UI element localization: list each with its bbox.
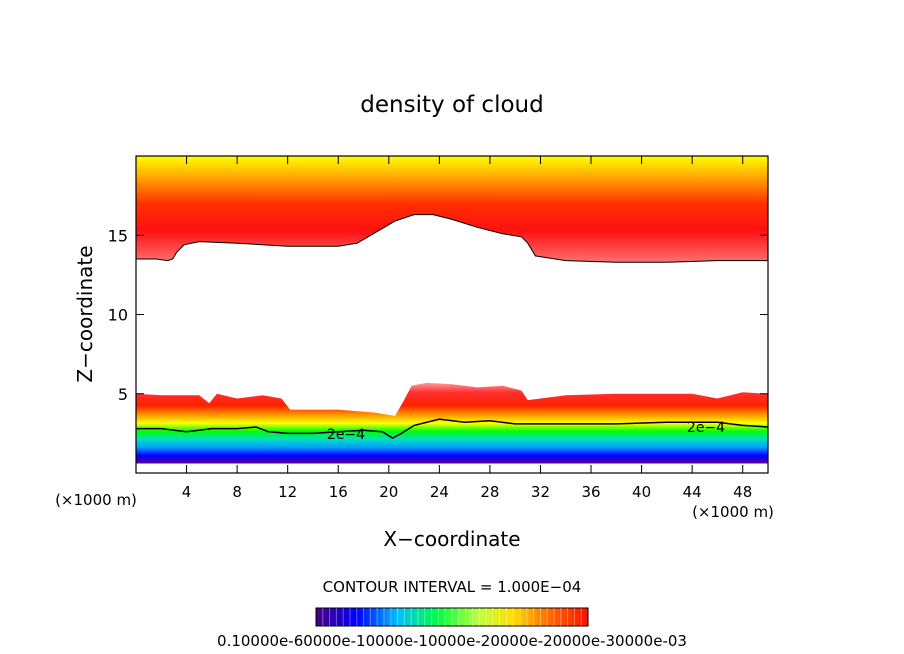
colorbar-tick-labels: 0.10000e-60000e-10000e-10000e-20000e-200… bbox=[217, 632, 687, 650]
x-tick-label: 12 bbox=[278, 483, 297, 501]
x-tick-label: 24 bbox=[430, 483, 449, 501]
lower-cloud-layer bbox=[136, 382, 768, 464]
x-tick-label: 44 bbox=[683, 483, 702, 501]
x-tick-label: 28 bbox=[480, 483, 499, 501]
y-axis-ticks: 5 10 15 bbox=[108, 226, 768, 404]
y-tick-label: 15 bbox=[108, 226, 128, 245]
colorbar-segment-lines bbox=[322, 608, 582, 626]
x-unit-label-left: (×1000 m) bbox=[55, 491, 137, 509]
contour-interval-text: CONTOUR INTERVAL = 1.000E−04 bbox=[323, 578, 582, 596]
y-tick-label: 10 bbox=[108, 306, 128, 325]
x-tick-label: 8 bbox=[232, 483, 242, 501]
colorbar bbox=[315, 607, 589, 627]
x-tick-label: 40 bbox=[632, 483, 651, 501]
contour-label-right: 2e−4 bbox=[687, 420, 725, 436]
contour-label-left: 2e−4 bbox=[327, 427, 365, 443]
x-tick-label: 20 bbox=[379, 483, 398, 501]
x-axis-ticks: 4 8 12 16 20 24 28 32 36 40 44 48 bbox=[182, 156, 752, 501]
upper-layer-boundary-line bbox=[136, 214, 768, 263]
x-tick-label: 4 bbox=[182, 483, 192, 501]
y-tick-label: 5 bbox=[118, 385, 128, 404]
y-axis-title: Z−coordinate bbox=[73, 245, 97, 382]
chart-title: density of cloud bbox=[360, 92, 543, 118]
x-tick-label: 36 bbox=[581, 483, 600, 501]
x-tick-label: 32 bbox=[531, 483, 550, 501]
contour-line-2e-4 bbox=[136, 418, 768, 439]
x-axis-title: X−coordinate bbox=[383, 527, 520, 551]
x-unit-label-right: (×1000 m) bbox=[692, 503, 774, 521]
upper-cloud-layer bbox=[136, 156, 768, 263]
x-tick-label: 48 bbox=[733, 483, 752, 501]
x-tick-label: 16 bbox=[329, 483, 348, 501]
